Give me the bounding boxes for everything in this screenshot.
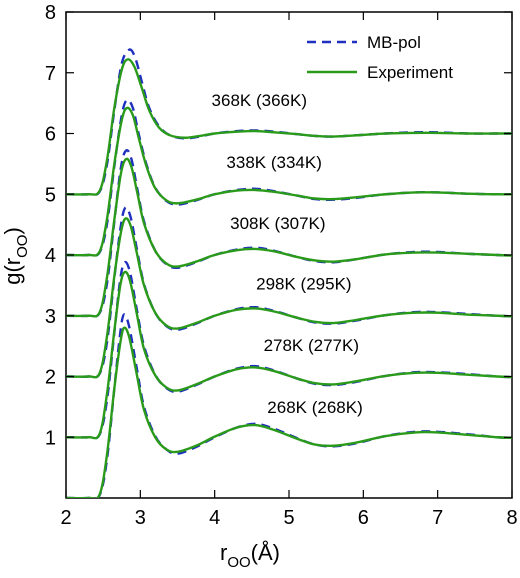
experiment-curve-5	[66, 58, 512, 196]
y-axis-title: g(rOO)	[0, 227, 31, 285]
ticks-layer: 2 3 4 5 6 7 8 1 2 3 4 5 6 7 8	[45, 2, 518, 529]
y-axis-label: g(r	[0, 258, 25, 285]
experiment-curve-4	[66, 106, 512, 257]
legend-label-experiment: Experiment	[367, 63, 453, 82]
y-tick-label: 4	[45, 245, 56, 267]
x-tick-label: 8	[506, 507, 517, 529]
y-axis-close: )	[0, 227, 25, 234]
experiment-curve-0	[66, 326, 512, 498]
series-layer	[66, 48, 512, 498]
temperature-label-0: 268K (268K)	[267, 398, 362, 417]
x-axis-label: r	[220, 540, 227, 565]
x-tick-label: 7	[432, 507, 443, 529]
temperature-label-4: 338K (334K)	[226, 153, 321, 172]
temperature-label-3: 308K (307K)	[230, 214, 325, 233]
y-axis-subscript: OO	[14, 235, 31, 258]
x-tick-label: 2	[60, 507, 71, 529]
experiment-curve-3	[66, 157, 512, 318]
x-axis-subscript: OO	[227, 554, 250, 571]
legend: MB-pol Experiment	[307, 33, 453, 82]
x-tick-label: 6	[358, 507, 369, 529]
experiment-curve-1	[66, 270, 512, 440]
y-tick-label: 5	[45, 184, 56, 206]
y-tick-label: 7	[45, 63, 56, 85]
y-tick-label: 2	[45, 367, 56, 389]
temperature-label-5: 368K (366K)	[212, 91, 307, 110]
x-axis-title: rOO(Å)	[220, 540, 280, 571]
x-tick-label: 5	[283, 507, 294, 529]
x-tick-label: 4	[209, 507, 220, 529]
annotations-layer: 268K (268K) 278K (277K) 298K (295K) 308K (3…	[212, 91, 363, 417]
y-tick-label: 1	[45, 427, 56, 449]
legend-label-mbpol: MB-pol	[367, 33, 421, 52]
temperature-label-2: 298K (295K)	[256, 275, 351, 294]
y-tick-label: 3	[45, 306, 56, 328]
x-axis-unit: (Å)	[251, 540, 280, 565]
x-tick-label: 3	[135, 507, 146, 529]
experiment-curve-2	[66, 217, 512, 379]
y-tick-label: 8	[45, 2, 56, 24]
temperature-label-1: 278K (277K)	[264, 336, 359, 355]
y-tick-label: 6	[45, 124, 56, 146]
